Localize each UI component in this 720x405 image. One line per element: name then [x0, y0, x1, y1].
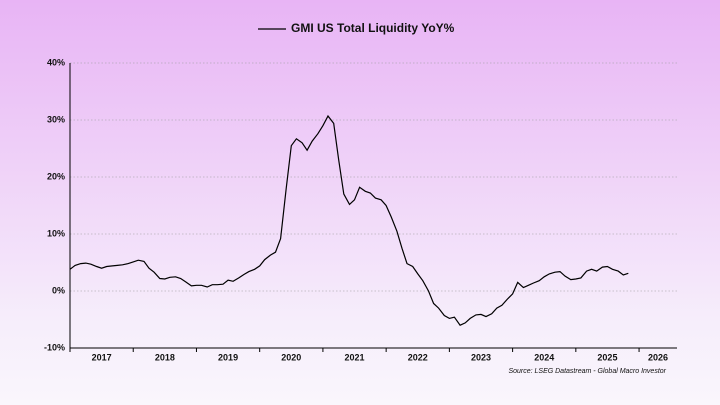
- source-note: Source: LSEG Datastream - Global Macro I…: [508, 368, 666, 375]
- y-tick-label: 20%: [47, 171, 65, 181]
- y-tick-label: 0%: [52, 285, 65, 295]
- x-tick-label: 2019: [218, 352, 238, 362]
- y-tick-label: 30%: [47, 114, 65, 124]
- x-tick-label: 2020: [281, 352, 301, 362]
- y-tick-label: 10%: [47, 228, 65, 238]
- x-tick-label: 2021: [345, 352, 365, 362]
- x-tick-label: 2017: [92, 352, 112, 362]
- data-line: [69, 114, 629, 326]
- y-tick-label: -10%: [44, 342, 65, 352]
- x-tick-label: 2026: [648, 352, 668, 362]
- x-tick-label: 2023: [471, 352, 491, 362]
- y-tick-label: 40%: [47, 57, 65, 67]
- legend-label: GMI US Total Liquidity YoY%: [291, 21, 455, 35]
- x-tick-label: 2018: [155, 352, 175, 362]
- x-tick-label: 2024: [534, 352, 554, 362]
- x-tick-label: 2022: [408, 352, 428, 362]
- x-tick-label: 2025: [597, 352, 617, 362]
